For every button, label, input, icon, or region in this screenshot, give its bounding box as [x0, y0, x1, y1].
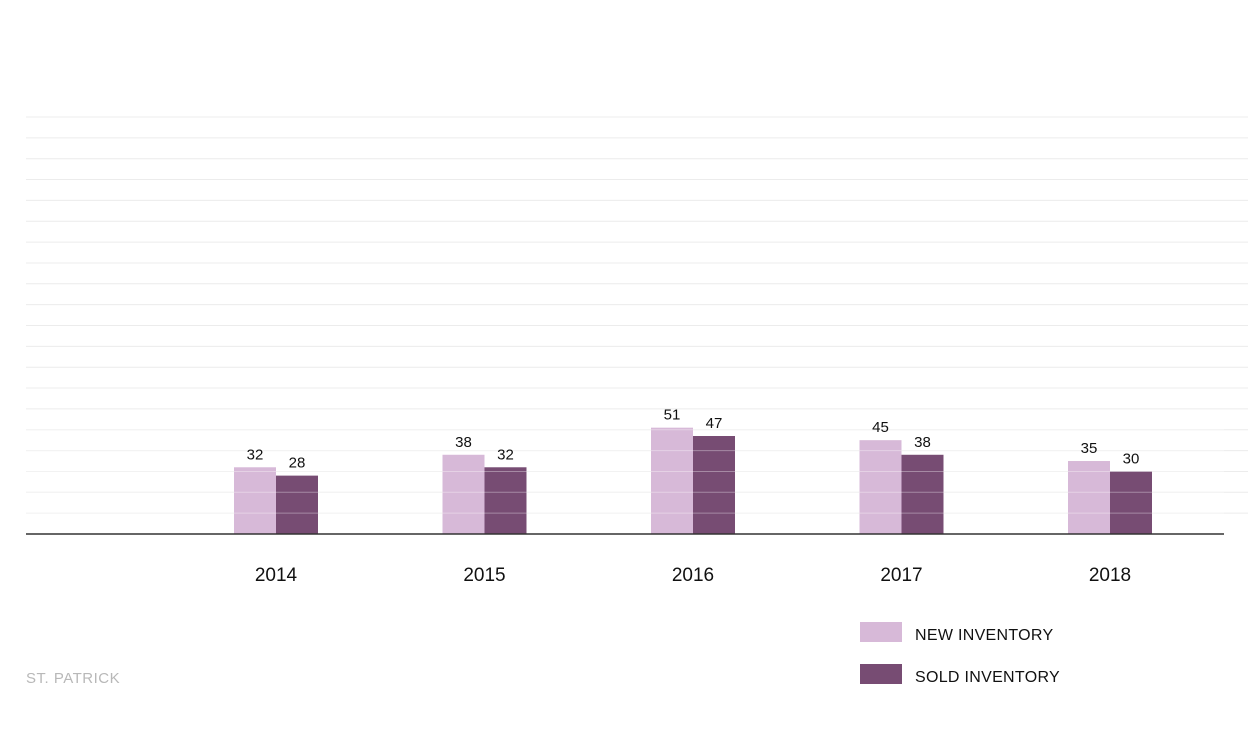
data-label-new-2017: 45	[872, 419, 889, 436]
x-tick-label-2016: 2016	[672, 565, 714, 586]
x-tick-label-2015: 2015	[463, 565, 505, 586]
bar-gridline-overlay	[26, 429, 1224, 514]
data-label-sold-2014: 28	[289, 455, 306, 472]
data-label-sold-2017: 38	[914, 434, 931, 451]
bar-sold-2014	[276, 475, 318, 534]
bar-new-2016	[651, 427, 693, 534]
bar-new-2018	[1068, 461, 1110, 534]
x-tick-labels-group: 2014 2015 2016 2017 2018	[255, 565, 1131, 586]
data-label-sold-2015: 32	[497, 446, 514, 463]
bar-new-2017	[859, 440, 902, 534]
data-label-new-2014: 32	[247, 446, 264, 463]
legend-label-new-inventory: NEW INVENTORY	[915, 627, 1054, 644]
bar-new-2015	[442, 454, 485, 534]
bar-sold-2018	[1110, 471, 1152, 534]
data-label-new-2018: 35	[1081, 440, 1098, 457]
x-tick-label-2018: 2018	[1089, 565, 1131, 586]
legend-label-sold-inventory: SOLD INVENTORY	[915, 669, 1060, 686]
x-tick-label-2014: 2014	[255, 565, 298, 586]
legend-swatch-new-inventory	[860, 622, 902, 642]
bar-new-2014	[234, 467, 276, 534]
data-label-sold-2018: 30	[1123, 450, 1140, 467]
data-label-new-2015: 38	[455, 434, 472, 451]
data-label-new-2016: 51	[664, 407, 681, 424]
x-tick-label-2017: 2017	[880, 565, 922, 586]
data-label-sold-2016: 47	[706, 415, 723, 432]
bar-sold-2015	[484, 467, 527, 534]
legend-swatch-sold-inventory	[860, 664, 902, 684]
gridlines	[26, 116, 1248, 514]
bars-group	[26, 427, 1224, 534]
data-labels-group: 32 28 38 32 51 47 45 38 35 30	[247, 407, 1140, 472]
bar-sold-2016	[693, 436, 735, 534]
bar-sold-2017	[901, 454, 944, 534]
footer-label: ST. PATRICK	[26, 670, 121, 687]
